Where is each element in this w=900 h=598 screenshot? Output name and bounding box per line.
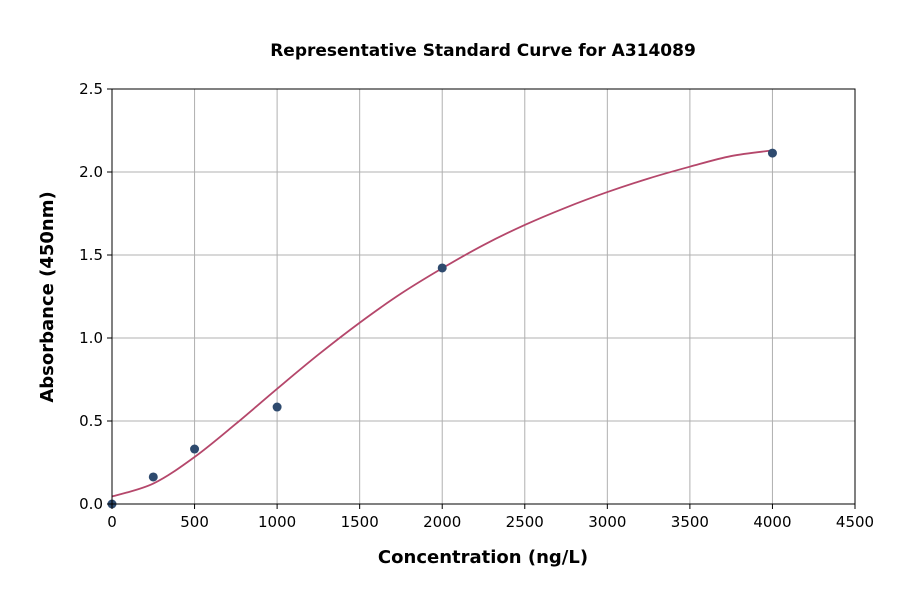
y-tick-label: 1.5 bbox=[79, 246, 103, 264]
grid bbox=[111, 88, 856, 505]
chart-title: Representative Standard Curve for A31408… bbox=[270, 41, 696, 61]
x-tick-label: 2500 bbox=[506, 513, 544, 531]
x-tick-label: 1500 bbox=[341, 513, 379, 531]
x-tick-label: 3500 bbox=[671, 513, 709, 531]
y-axis-label: Absorbance (450nm) bbox=[37, 191, 58, 402]
x-tick-label: 4000 bbox=[753, 513, 791, 531]
data-point bbox=[190, 444, 200, 454]
y-tick-label: 2.5 bbox=[79, 80, 103, 98]
data-point bbox=[148, 472, 158, 482]
x-axis-label: Concentration (ng/L) bbox=[378, 547, 588, 568]
x-tick-label: 4500 bbox=[836, 513, 874, 531]
x-tick-label: 2000 bbox=[423, 513, 461, 531]
y-axis-ticks: 0.0 0.5 1.0 1.5 2.0 2.5 bbox=[79, 80, 112, 513]
y-tick-label: 0.0 bbox=[79, 495, 103, 513]
x-tick-label: 500 bbox=[180, 513, 209, 531]
x-axis-ticks: 0 500 1000 1500 2000 2500 3000 3500 4000 4500 bbox=[107, 504, 874, 531]
data-point bbox=[272, 402, 282, 412]
x-tick-label: 3000 bbox=[588, 513, 626, 531]
y-tick-label: 0.5 bbox=[79, 412, 103, 430]
data-point bbox=[767, 148, 777, 158]
plot-frame bbox=[111, 88, 856, 505]
x-tick-label: 1000 bbox=[258, 513, 296, 531]
x-tick-label: 0 bbox=[107, 513, 117, 531]
data-point bbox=[437, 263, 447, 273]
data-points bbox=[107, 148, 777, 509]
y-tick-label: 2.0 bbox=[79, 163, 103, 181]
y-tick-label: 1.0 bbox=[79, 329, 103, 347]
